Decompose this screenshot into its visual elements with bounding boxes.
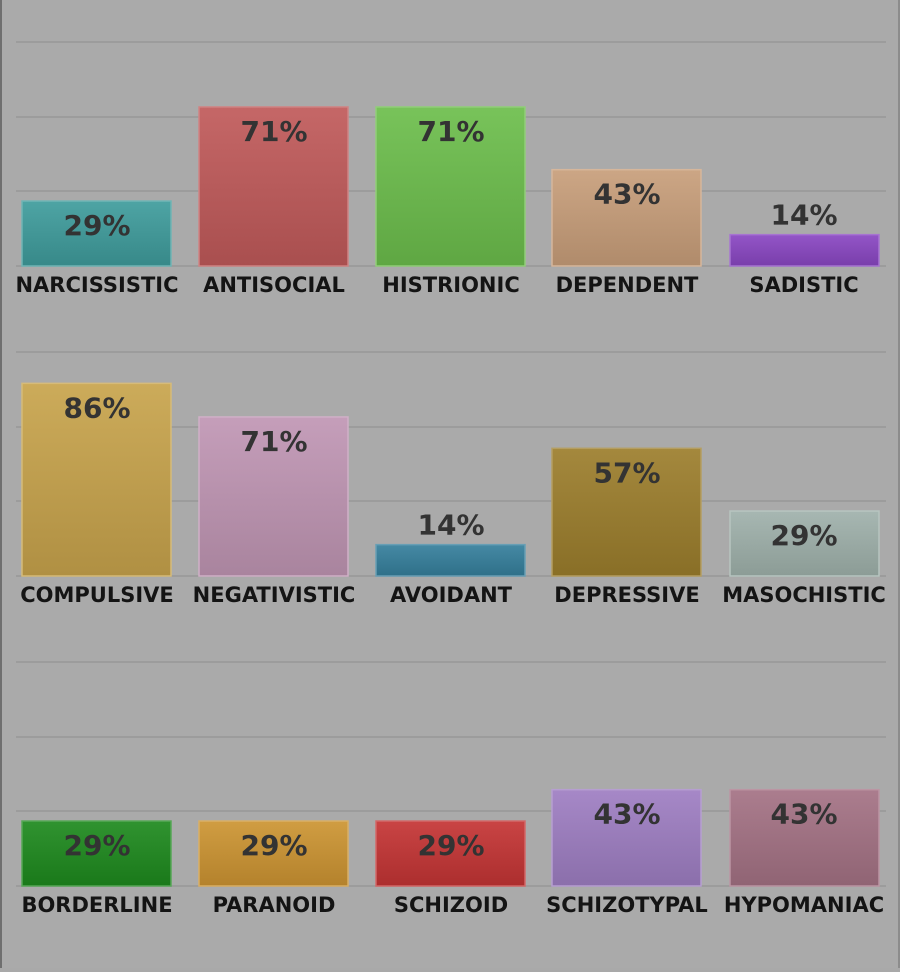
category-label: PARANOID [213, 893, 336, 917]
bar-avoidant [375, 543, 526, 577]
bar-depressive [551, 447, 702, 577]
value-label: 86% [63, 391, 130, 424]
value-label: 71% [240, 115, 307, 148]
bar-compulsive [21, 382, 172, 577]
category-label: DEPRESSIVE [554, 583, 699, 607]
chart-panel-2: 86% COMPULSIVE 71% NEGATIVISTIC 14% AVOIDANT 5… [16, 351, 886, 607]
category-label: NEGATIVISTIC [193, 583, 356, 607]
bar-dependent [551, 168, 702, 267]
bar-negativistic [198, 416, 349, 577]
value-label: 29% [63, 829, 130, 862]
bar-masochistic [729, 510, 880, 577]
value-label: 43% [770, 798, 837, 831]
category-label: HISTRIONIC [382, 273, 519, 297]
value-label: 14% [417, 509, 484, 542]
bar-antisocial [198, 106, 349, 267]
value-label: 71% [417, 115, 484, 148]
bar-schizotypal [551, 788, 702, 887]
chart-panel-1: 29% NARCISSISTIC 71% ANTISOCIAL 71% HISTRIONI… [15, 41, 886, 297]
category-label: BORDERLINE [21, 893, 172, 917]
frame-left-edge [0, 0, 2, 968]
category-label: SCHIZOID [394, 893, 508, 917]
value-label: 29% [63, 209, 130, 242]
category-label: SADISTIC [749, 273, 858, 297]
value-label: 29% [770, 519, 837, 552]
category-label: AVOIDANT [390, 583, 513, 607]
value-label: 43% [593, 798, 660, 831]
category-label: DEPENDENT [556, 273, 699, 297]
bar-hypomaniac [729, 788, 880, 887]
category-label: NARCISSISTIC [15, 273, 178, 297]
frame-right-edge [898, 0, 900, 968]
category-label: SCHIZOTYPAL [546, 893, 708, 917]
bar-borderline [21, 820, 172, 887]
bar-histrionic [375, 106, 526, 267]
chart-panel-3: 29% BORDERLINE 29% PARANOID 29% SCHIZOID 43% SC… [16, 661, 886, 917]
value-label: 57% [593, 456, 660, 489]
value-label: 43% [593, 178, 660, 211]
category-label: HYPOMANIAC [724, 893, 884, 917]
value-label: 71% [240, 425, 307, 458]
category-label: ANTISOCIAL [203, 273, 345, 297]
value-label: 29% [417, 829, 484, 862]
category-label: COMPULSIVE [20, 583, 174, 607]
bar-narcissistic [21, 200, 172, 267]
bar-schizoid [375, 820, 526, 887]
bar-paranoid [198, 820, 349, 887]
bar-sadistic [729, 233, 880, 267]
category-label: MASOCHISTIC [722, 583, 886, 607]
value-label: 29% [240, 829, 307, 862]
value-label: 14% [770, 199, 837, 232]
